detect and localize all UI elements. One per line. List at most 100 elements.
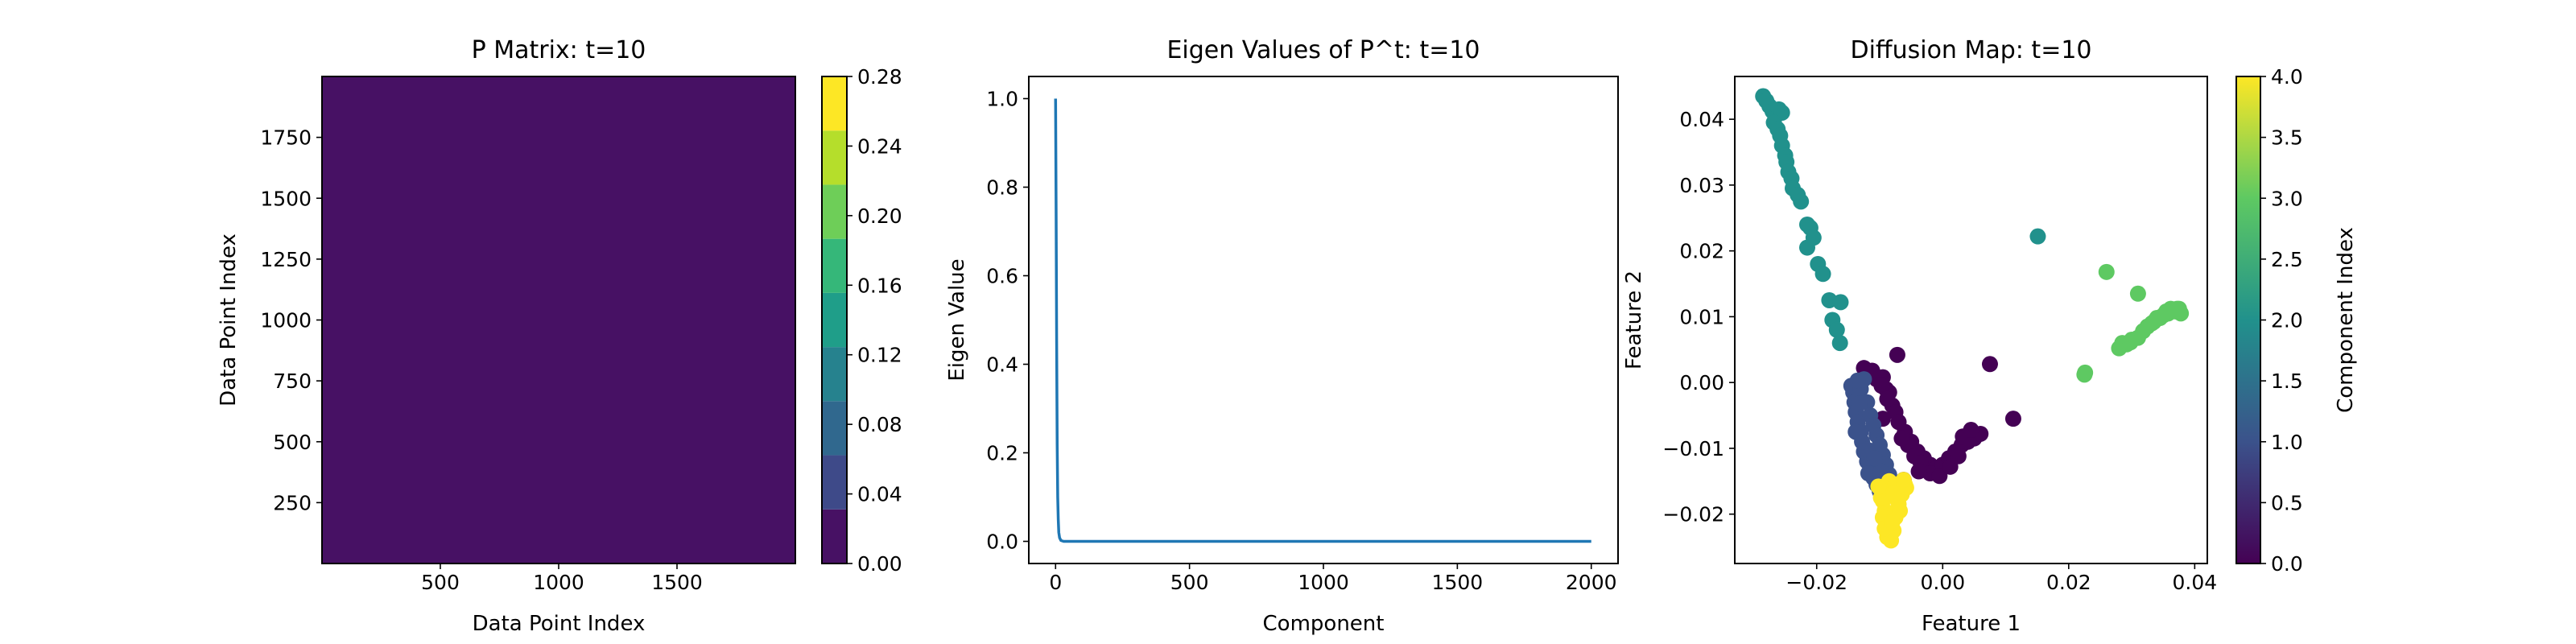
scatter-point: [1889, 346, 1905, 363]
eigen-x-tick-label: 1500: [1432, 571, 1484, 594]
scatter-point: [1860, 464, 1876, 481]
eigen-y-tick-label: 0.0: [986, 530, 1018, 554]
heatmap-colorbar-level: [822, 238, 847, 293]
heatmap-colorbar-level: [822, 184, 847, 239]
scatter-y-tick-label: 0.02: [1679, 240, 1724, 263]
heatmap-colorbar-tick-label: 0.24: [857, 134, 902, 158]
scatter-point: [1873, 378, 1890, 394]
heatmap-title: P Matrix: t=10: [472, 36, 646, 64]
scatter-point: [1981, 356, 1998, 373]
scatter-title: Diffusion Map: t=10: [1850, 36, 2091, 64]
scatter-colorbar-tick-label: 0.5: [2271, 491, 2303, 514]
scatter-point: [1950, 448, 1967, 464]
scatter-point: [1870, 478, 1887, 495]
heatmap-x-tick-label: 500: [421, 571, 460, 594]
scatter-point: [2129, 285, 2146, 302]
scatter-point: [2145, 313, 2162, 330]
scatter-xlabel: Feature 1: [1922, 612, 2021, 636]
scatter-point: [2004, 411, 2021, 427]
scatter-colorbar-tick-label: 3.0: [2271, 187, 2303, 210]
heatmap-y-tick-label: 500: [273, 431, 312, 454]
heatmap-ylabel: Data Point Index: [217, 233, 241, 407]
scatter-point: [1879, 390, 1896, 407]
eigen-y-tick-label: 0.8: [986, 176, 1018, 200]
eigen-ylabel: Eigen Value: [945, 258, 969, 381]
heatmap-colorbar-level: [822, 509, 847, 564]
scatter-colorbar-tick-label: 2.0: [2271, 309, 2303, 332]
scatter-point: [1831, 335, 1848, 352]
heatmap-y-tick-label: 1250: [260, 248, 312, 271]
scatter-colorbar-tick-label: 1.0: [2271, 431, 2303, 454]
scatter-point: [1828, 321, 1845, 338]
heatmap-y-tick-label: 750: [273, 369, 312, 393]
scatter-point: [1799, 239, 1816, 256]
heatmap-y-tick-label: 1500: [260, 187, 312, 210]
heatmap-y-tick-label: 250: [273, 491, 312, 514]
scatter-y-tick-label: 0.03: [1679, 174, 1724, 197]
scatter-colorbar: [2236, 76, 2260, 564]
scatter-point: [1793, 193, 1810, 210]
scatter-y-tick-label: 0.00: [1679, 371, 1724, 394]
heatmap-y-tick-label: 1000: [260, 309, 312, 332]
scatter-axes: [1734, 76, 2208, 564]
scatter-point: [2098, 263, 2115, 280]
heatmap-colorbar-frame: [821, 76, 848, 564]
scatter-point: [1895, 472, 1912, 489]
scatter-point: [1814, 266, 1831, 283]
scatter-x-tick-label: −0.02: [1785, 571, 1847, 594]
scatter-point: [1963, 422, 1979, 439]
scatter-point: [1884, 514, 1901, 530]
heatmap-colorbar-level: [822, 401, 847, 456]
heatmap-colorbar-level: [822, 292, 847, 348]
eigen-y-tick-label: 0.4: [986, 353, 1018, 377]
eigen-y-tick-label: 0.2: [986, 442, 1018, 465]
scatter-colorbar-label: Component Index: [2334, 227, 2358, 413]
scatter-point: [2122, 334, 2139, 351]
scatter-colorbar-tick-label: 3.5: [2271, 126, 2303, 150]
scatter-y-tick-label: 0.04: [1679, 108, 1724, 131]
scatter-x-tick-label: 0.00: [1920, 571, 1965, 594]
eigen-x-tick-label: 2000: [1566, 571, 1617, 594]
heatmap-x-tick-label: 1500: [651, 571, 703, 594]
scatter-point: [1893, 430, 1910, 447]
scatter-colorbar-tick-label: 2.5: [2271, 248, 2303, 271]
eigen-x-tick-label: 500: [1170, 571, 1209, 594]
heatmap-colorbar-tick-label: 0.28: [857, 65, 902, 89]
heatmap-colorbar-tick-label: 0.12: [857, 344, 902, 367]
scatter-x-tick-label: 0.02: [2046, 571, 2091, 594]
scatter-point: [1847, 423, 1864, 440]
heatmap-colorbar-tick-label: 0.00: [857, 552, 902, 576]
eigen-series-line: [1054, 98, 1591, 543]
eigen-xlabel: Component: [1263, 612, 1385, 636]
heatmap-xlabel: Data Point Index: [473, 612, 646, 636]
scatter-y-tick-label: −0.01: [1662, 437, 1724, 460]
heatmap-colorbar-tick-label: 0.16: [857, 274, 902, 297]
eigen-title: Eigen Values of P^t: t=10: [1166, 36, 1480, 64]
scatter-point: [1832, 294, 1849, 311]
scatter-ylabel: Feature 2: [1622, 270, 1646, 369]
eigen-y-tick-label: 1.0: [986, 88, 1018, 111]
scatter-point: [1849, 372, 1866, 389]
heatmap-colorbar-level: [822, 130, 847, 185]
heatmap-colorbar-tick-label: 0.20: [857, 204, 902, 228]
scatter-point: [1866, 450, 1883, 467]
scatter-colorbar-tick-label: 4.0: [2271, 65, 2303, 89]
heatmap-x-tick-label: 1000: [533, 571, 584, 594]
heatmap-fill: [322, 76, 795, 564]
scatter-x-tick-label: 0.04: [2173, 571, 2218, 594]
scatter-point: [1885, 485, 1902, 502]
heatmap-colorbar-level: [822, 455, 847, 510]
eigen-axes: [1028, 76, 1619, 564]
scatter-points: [1755, 88, 2190, 549]
heatmap-y-tick-label: 1750: [260, 126, 312, 150]
scatter-colorbar-tick-label: 0.0: [2271, 552, 2303, 576]
heatmap-colorbar-level: [822, 76, 847, 131]
scatter-y-tick-label: 0.01: [1679, 305, 1724, 328]
scatter-y-tick-label: −0.02: [1662, 503, 1724, 526]
scatter-point: [1931, 468, 1948, 485]
eigen-x-tick-label: 1000: [1298, 571, 1349, 594]
scatter-point: [2076, 366, 2093, 383]
heatmap-colorbar-tick-label: 0.08: [857, 413, 902, 436]
eigen-x-tick-label: 0: [1049, 571, 1062, 594]
